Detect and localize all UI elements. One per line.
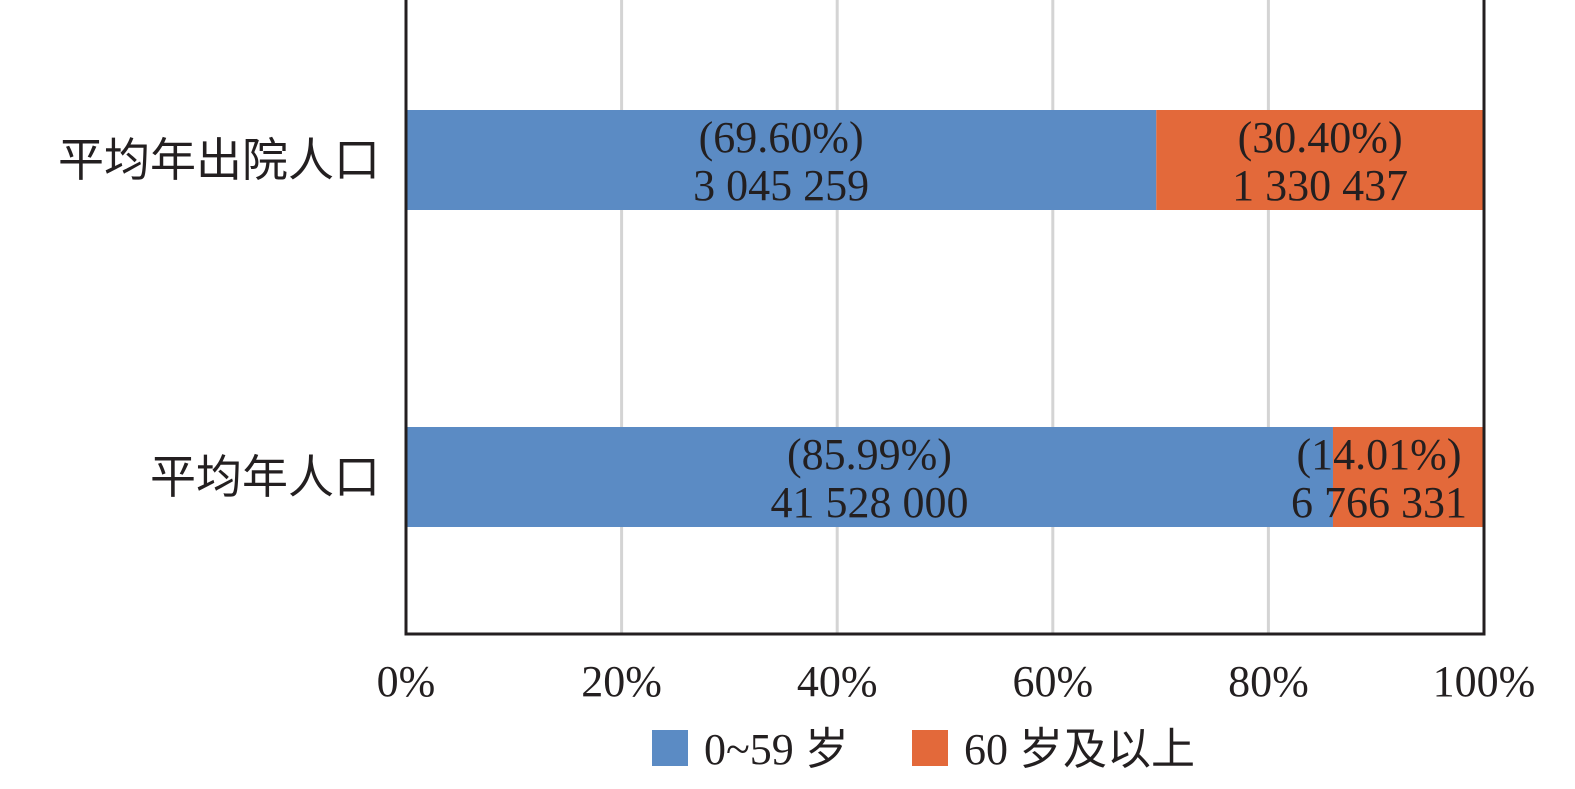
bar-segment	[1156, 110, 1484, 210]
legend-label: 0~59 岁	[704, 725, 849, 774]
bars	[406, 110, 1484, 527]
x-tick-labels: 0% 20% 40% 60% 80% 100%	[377, 657, 1536, 706]
legend: 0~59 岁 60 岁及以上	[652, 725, 1195, 774]
category-label: 平均年人口	[150, 452, 380, 503]
bar-segment	[406, 110, 1157, 210]
percent-label: (69.60%)	[699, 113, 864, 162]
x-tick-label: 40%	[797, 657, 878, 706]
value-label: 41 528 000	[770, 478, 968, 527]
x-tick-label: 100%	[1433, 657, 1536, 706]
gridlines	[620, 0, 1270, 634]
data-labels: (69.60%)3 045 259 (30.40%)1 330 437 (85.99…	[693, 113, 1467, 527]
bar-segment	[1332, 427, 1484, 527]
x-tick-label: 0%	[377, 657, 436, 706]
x-tick-label: 80%	[1228, 657, 1309, 706]
legend-swatch	[652, 730, 688, 766]
category-label: 平均年出院人口	[58, 135, 380, 186]
plot-frame	[404, 0, 1486, 636]
percent-label: (30.40%)	[1238, 113, 1403, 162]
bar-segment	[406, 427, 1333, 527]
percent-label: (85.99%)	[787, 430, 952, 479]
value-label: 6 766 331	[1291, 478, 1467, 527]
percent-label: (14.01%)	[1297, 430, 1462, 479]
legend-label: 60 岁及以上	[964, 725, 1195, 774]
x-tick-label: 60%	[1012, 657, 1093, 706]
legend-swatch	[912, 730, 948, 766]
value-label: 1 330 437	[1232, 161, 1408, 210]
value-label: 3 045 259	[693, 161, 869, 210]
x-tick-label: 20%	[581, 657, 662, 706]
